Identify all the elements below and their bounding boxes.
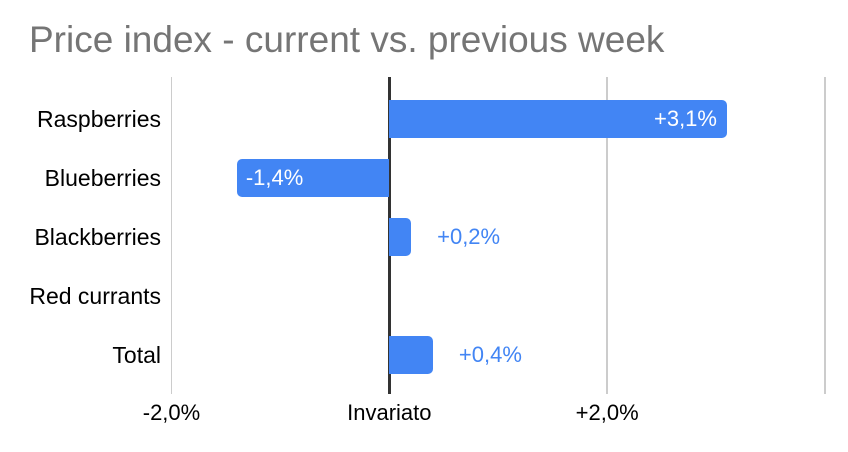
value-label-total: +0,4%: [458, 341, 522, 367]
value-label-blackberries: +0,2%: [437, 223, 501, 249]
value-label-raspberries: +3,1%: [653, 105, 717, 131]
category-label-blueberries: Blueberries: [44, 164, 161, 191]
bar-blueberries[interactable]: [236, 158, 390, 197]
category-label-red-currants: Red currants: [29, 282, 161, 309]
x-axis-tick-label: -2,0%: [142, 400, 201, 425]
bar-total[interactable]: [389, 335, 433, 374]
category-label-blackberries: Blackberries: [34, 223, 161, 250]
bar-raspberries[interactable]: [389, 99, 727, 138]
chart-title: Price index - current vs. previous week: [29, 19, 665, 60]
value-label-blueberries: -1,4%: [245, 164, 304, 190]
x-axis-tick-label: Invariato: [347, 400, 432, 425]
gridline--2: [170, 77, 173, 394]
x-axis-tick-label: +2,0%: [575, 400, 639, 425]
category-label-raspberries: Raspberries: [37, 105, 161, 132]
gridline-2: [606, 77, 608, 394]
category-label-total: Total: [112, 341, 161, 368]
gridline-4: [824, 77, 826, 394]
bar-blackberries[interactable]: [389, 217, 412, 256]
